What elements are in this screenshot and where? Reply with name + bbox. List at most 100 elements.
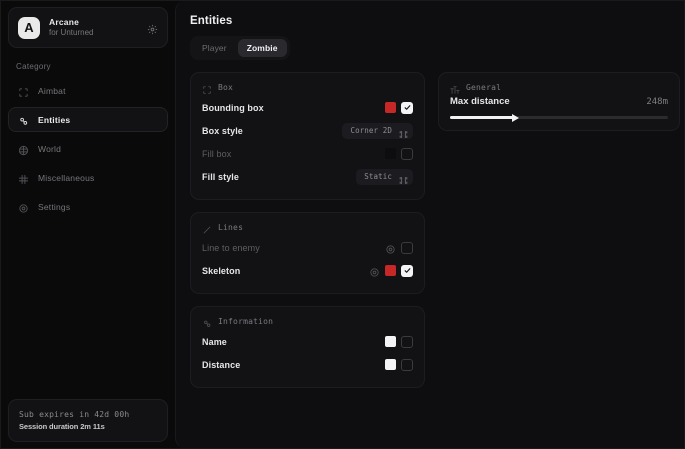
sidebar-item-entities[interactable]: Entities	[8, 107, 168, 132]
sidebar: A Arcane for Unturned Category Aimbat	[1, 1, 175, 448]
card-header: Information	[202, 316, 413, 327]
box-corners-icon	[202, 82, 212, 94]
profile-subtitle: for Unturned	[49, 27, 94, 37]
checkbox-distance[interactable]	[401, 358, 413, 371]
row-label: Skeleton	[202, 265, 241, 276]
select-fill-style[interactable]: Static	[356, 168, 413, 185]
session-duration: Session duration 2m 11s	[19, 421, 105, 431]
sidebar-item-world[interactable]: World	[8, 136, 168, 161]
settings-columns: Box Bounding box Box style	[190, 72, 680, 400]
color-swatch[interactable]	[385, 359, 396, 370]
card-lines: Lines Line to enemy	[190, 212, 425, 294]
card-title: General	[466, 82, 502, 92]
page-title: Entities	[190, 15, 233, 27]
color-swatch[interactable]	[385, 336, 396, 347]
profile-name: Arcane	[49, 16, 80, 27]
card-general: General Max distance 248m	[438, 72, 680, 131]
sidebar-item-label: World	[38, 143, 62, 154]
slider-thumb[interactable]	[512, 113, 520, 122]
row-fill-box: Fill box	[202, 142, 413, 165]
row-label: Distance	[202, 359, 241, 370]
gear-icon[interactable]	[369, 265, 380, 277]
checkbox-skeleton[interactable]	[401, 264, 413, 277]
profile-text: Arcane for Unturned	[49, 17, 138, 38]
row-label: Fill box	[202, 148, 232, 159]
entities-icon	[18, 114, 29, 125]
row-label: Line to enemy	[202, 242, 260, 253]
card-title: Box	[218, 82, 234, 92]
globe-icon	[18, 143, 29, 156]
card-information: Information Name Distance	[190, 306, 425, 388]
row-controls: Corner 2D	[342, 122, 413, 139]
select-value: Static	[364, 172, 392, 181]
card-header: Lines	[202, 222, 413, 234]
row-controls	[385, 241, 413, 254]
profile-card[interactable]: A Arcane for Unturned	[8, 7, 168, 48]
card-title: Lines	[218, 222, 244, 232]
slider-label: Max distance	[450, 96, 510, 107]
diagonal-line-icon	[202, 222, 212, 234]
sidebar-item-label: Settings	[38, 201, 71, 212]
crosshair-icon	[18, 85, 29, 97]
row-box-style: Box style Corner 2D	[202, 119, 413, 142]
main-content: Entities Player Zombie Box	[175, 1, 684, 448]
slider-header: Max distance 248m	[450, 96, 668, 107]
gear-icon[interactable]	[385, 242, 396, 254]
checkbox-line-to-enemy[interactable]	[401, 241, 413, 254]
checkbox-fill-box[interactable]	[401, 147, 413, 160]
row-name: Name	[202, 330, 413, 353]
gear-icon[interactable]	[147, 22, 158, 35]
color-swatch[interactable]	[385, 102, 396, 113]
expand-icon	[399, 126, 408, 138]
row-controls	[385, 101, 413, 114]
tab-bar: Player Zombie	[190, 36, 290, 60]
expand-icon	[399, 172, 408, 184]
card-header: General	[450, 82, 668, 94]
row-label: Box style	[202, 125, 243, 136]
color-swatch[interactable]	[385, 148, 396, 159]
checkbox-bounding-box[interactable]	[401, 101, 413, 114]
color-swatch[interactable]	[385, 265, 396, 276]
subscription-expiry: Sub expires in 42d 00h	[19, 409, 130, 419]
tab-zombie[interactable]: Zombie	[237, 39, 287, 57]
card-title: Information	[218, 316, 274, 326]
max-distance-slider[interactable]	[450, 113, 668, 122]
slider-fill	[450, 116, 516, 119]
row-controls	[369, 264, 413, 277]
subscription-status-card: Sub expires in 42d 00h Session duration …	[8, 398, 168, 442]
row-fill-style: Fill style Static	[202, 165, 413, 188]
tab-player[interactable]: Player	[202, 43, 227, 53]
row-bounding-box: Bounding box	[202, 96, 413, 119]
row-label: Fill style	[202, 171, 240, 182]
sidebar-item-aimbat[interactable]: Aimbat	[8, 78, 168, 103]
slider-value: 248m	[646, 97, 668, 107]
row-controls	[385, 335, 413, 348]
gear-icon	[18, 201, 29, 213]
row-distance: Distance	[202, 353, 413, 376]
row-controls: Static	[356, 168, 413, 185]
row-label: Bounding box	[202, 102, 264, 113]
sidebar-item-settings[interactable]: Settings	[8, 194, 168, 219]
right-column: General Max distance 248m	[438, 72, 680, 143]
avatar: A	[18, 16, 40, 39]
checkbox-name[interactable]	[401, 335, 413, 348]
row-line-to-enemy: Line to enemy	[202, 236, 413, 259]
card-header: Box	[202, 82, 413, 94]
sidebar-item-label: Miscellaneous	[38, 172, 95, 183]
select-box-style[interactable]: Corner 2D	[342, 122, 413, 139]
row-controls	[385, 358, 413, 371]
select-value: Corner 2D	[350, 126, 392, 135]
sidebar-item-label: Entities	[38, 114, 71, 125]
sidebar-item-label: Aimbat	[38, 85, 66, 96]
left-column: Box Bounding box Box style	[190, 72, 425, 400]
category-label: Category	[16, 62, 51, 71]
card-box: Box Bounding box Box style	[190, 72, 425, 200]
info-nodes-icon	[202, 316, 212, 327]
grid-icon	[18, 172, 29, 185]
row-controls	[385, 147, 413, 160]
sidebar-item-miscellaneous[interactable]: Miscellaneous	[8, 165, 168, 190]
sliders-icon	[450, 82, 460, 94]
row-skeleton: Skeleton	[202, 259, 413, 282]
row-label: Name	[202, 336, 227, 347]
